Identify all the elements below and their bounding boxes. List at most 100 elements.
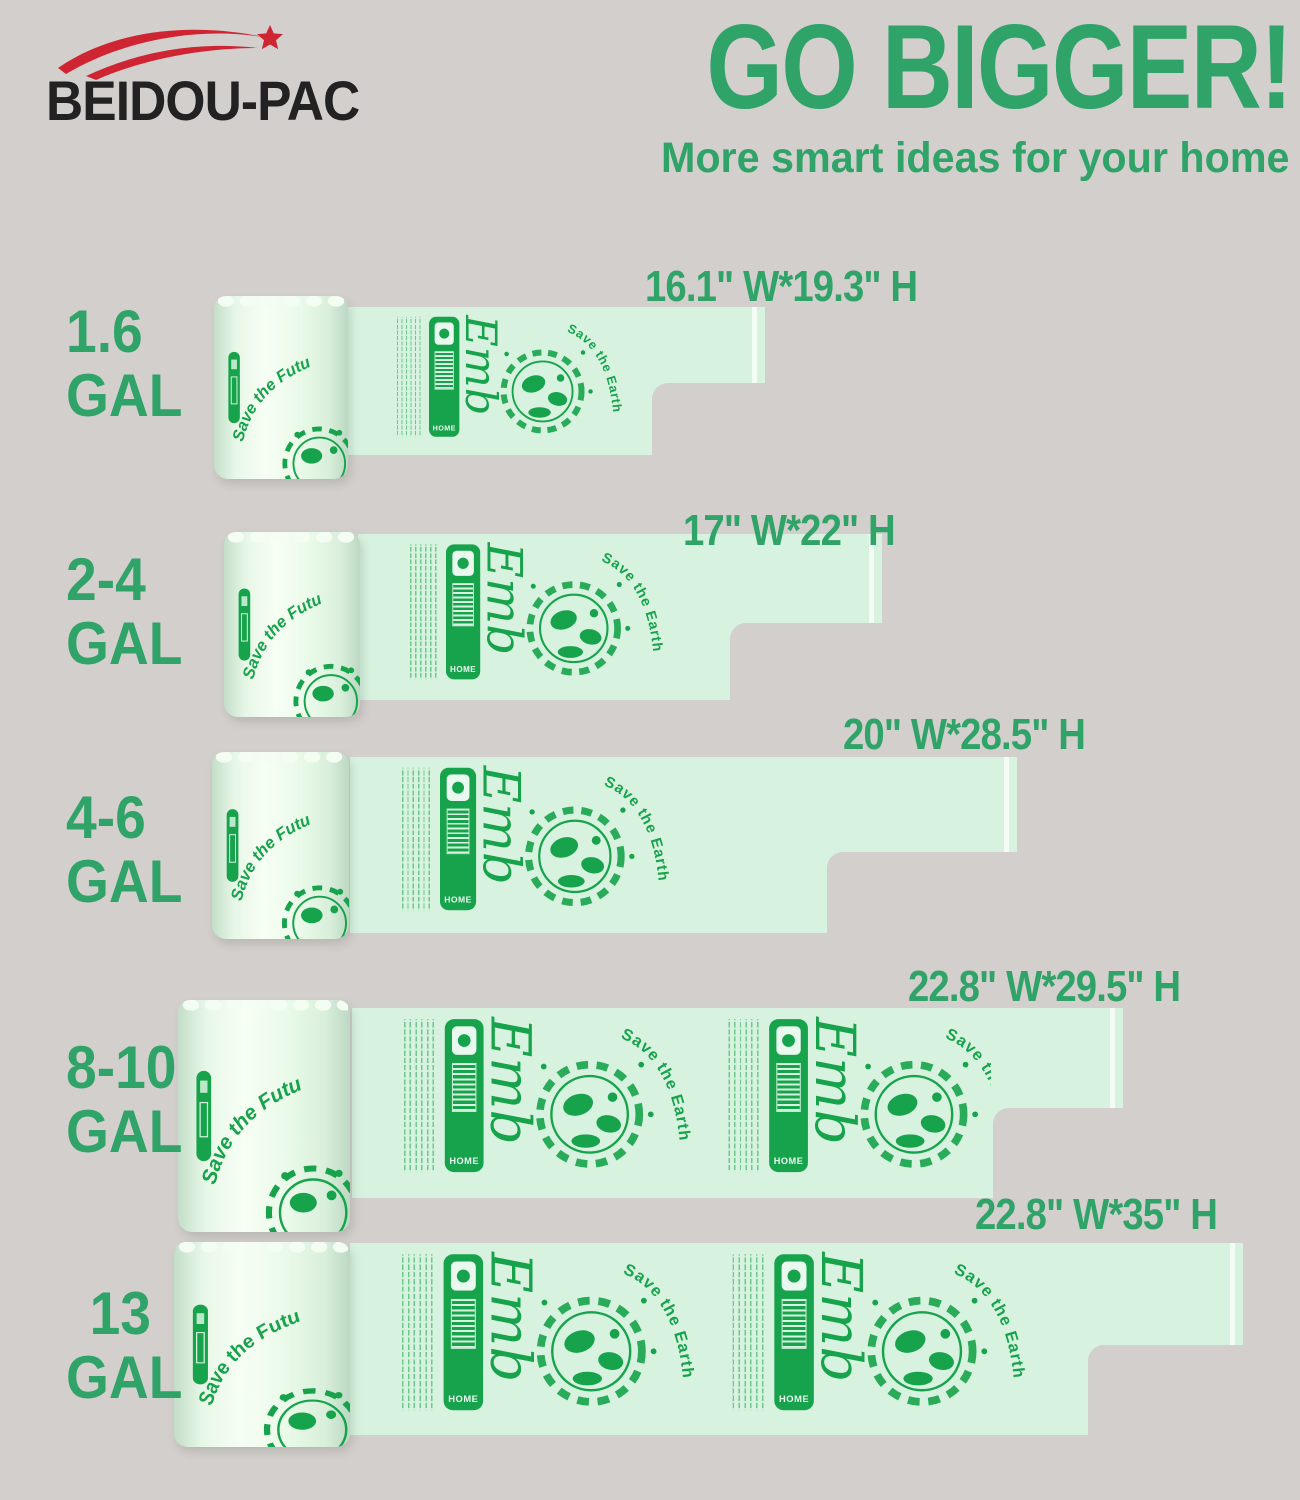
roll-print-graphic: Save the Future	[214, 296, 348, 479]
roll-print-graphic: Save the Future	[224, 532, 360, 717]
roll-print-graphic: Save the Future	[178, 1000, 350, 1232]
bag-step-corner	[730, 623, 746, 639]
roll-torn-edge	[215, 296, 347, 309]
svg-text:Save the Earth S: Save the Earth S	[518, 768, 672, 883]
svg-text:Save the Earth S: Save the Earth S	[853, 1019, 991, 1142]
roll-torn-edge	[213, 752, 348, 765]
earth-kids-graphic: Save the Earth S	[528, 1019, 693, 1168]
embrace-script-text: Emb	[471, 765, 532, 885]
size-label: 1.6 GAL	[66, 298, 183, 429]
bag-roll: Save the Future	[224, 532, 360, 717]
badge-home-label: HOME	[779, 1393, 810, 1404]
roll-torn-edge	[175, 1242, 349, 1255]
earth-kids-graphic: Save the Earth S	[520, 544, 664, 676]
compostable-badge: HOME	[429, 316, 460, 437]
bag-8-10-gal: HOME Emb Save the Earth S HOME Emb	[352, 1008, 1123, 1198]
fine-print-text-block	[402, 1254, 434, 1411]
bag-fold-line	[869, 534, 874, 623]
svg-text:Save the Earth S: Save the Earth S	[528, 1019, 693, 1142]
badge-home-label: HOME	[432, 424, 456, 432]
bag-roll: Save the Future	[212, 752, 349, 939]
roll-print-graphic: Save the Future	[174, 1242, 350, 1447]
badge-barcode	[434, 351, 454, 390]
headline-block: GO BIGGER! More smart ideas for your hom…	[648, 0, 1296, 183]
svg-text:Save the Future: Save the Future	[224, 532, 324, 681]
svg-text:Save the Earth S: Save the Earth S	[529, 1254, 698, 1379]
bag-body: HOME Emb Save the Earth S HOME Emb	[352, 1008, 993, 1198]
roll-torn-edge	[179, 1000, 349, 1013]
bag-print-unit: HOME Emb Save the Earth S	[410, 539, 680, 685]
bag-body: HOME Emb Save the Earth S	[345, 307, 652, 455]
bag-fold-line	[1110, 1008, 1115, 1108]
fine-print-text-block	[397, 316, 421, 437]
badge-home-label: HOME	[444, 895, 472, 905]
logo-swoosh-star-icon	[58, 25, 283, 80]
bag-2-4-gal: HOME Emb Save the Earth S	[358, 534, 882, 700]
svg-text:Save the Future: Save the Future	[214, 296, 313, 443]
badge-barcode	[781, 1298, 807, 1349]
fine-print-text-block	[402, 767, 431, 911]
size-label: 2-4 GAL	[66, 546, 183, 677]
bag-13-gal: HOME Emb Save the Earth S HOME Emb	[350, 1243, 1243, 1435]
bag-fold-line	[1004, 757, 1009, 852]
bag-1-6-gal: HOME Emb Save the Earth S	[345, 307, 765, 455]
earth-kids-graphic: Save the Earth S	[860, 1254, 1029, 1406]
bag-step-corner	[1088, 1345, 1104, 1361]
embrace-script-text: Emb	[808, 1252, 875, 1383]
compostable-badge: HOME	[446, 544, 481, 680]
embrace-script-text: Emb	[477, 1252, 544, 1383]
bag-print-unit: HOME Emb Save the Earth S	[402, 762, 687, 916]
bag-step-corner	[993, 1108, 1009, 1124]
fine-print-text-block	[404, 1019, 435, 1173]
bag-body: HOME Emb Save the Earth S HOME Emb	[350, 1243, 1088, 1435]
compostable-logo-icon	[450, 1261, 476, 1291]
compostable-logo-icon	[451, 1026, 477, 1055]
bag-extension	[993, 1008, 1123, 1108]
dimension-label: 22.8" W*35" H	[975, 1190, 1218, 1239]
dimension-label: 17" W*22" H	[683, 506, 896, 555]
dimension-label: 16.1" W*19.3" H	[645, 262, 918, 311]
bag-print-unit: HOME Emb Save the Earth S	[402, 1248, 714, 1416]
size-label: 13 GAL	[66, 1280, 183, 1411]
compostable-badge: HOME	[443, 1254, 484, 1411]
fine-print-text-block	[732, 1254, 764, 1411]
bag-step-corner	[652, 383, 668, 399]
compostable-badge: HOME	[774, 1254, 814, 1411]
size-label: 4-6 GAL	[66, 784, 183, 915]
compostable-badge: HOME	[769, 1019, 808, 1173]
badge-home-label: HOME	[449, 1155, 479, 1166]
earth-kids-graphic: Save the Earth S	[529, 1254, 698, 1406]
embrace-script-text: Emb	[478, 1017, 543, 1145]
roll-print-graphic: Save the Future	[212, 752, 349, 939]
bag-step-corner	[827, 852, 843, 868]
subheadline: More smart ideas for your home	[660, 134, 1290, 182]
compostable-logo-icon	[446, 774, 470, 801]
badge-home-label: HOME	[773, 1155, 804, 1166]
bag-4-6-gal: HOME Emb Save the Earth S	[350, 757, 1017, 933]
svg-text:Save the Future: Save the Future	[212, 752, 313, 903]
dimension-label: 22.8" W*29.5" H	[908, 962, 1181, 1011]
fine-print-text-block	[728, 1019, 759, 1173]
size-label: 8-10 GAL	[66, 1034, 183, 1165]
earth-kids-graphic: Save the Earth S	[518, 768, 672, 907]
badge-barcode	[776, 1062, 801, 1112]
bag-extension	[730, 534, 882, 623]
bag-print-unit: HOME Emb Save the Earth S	[397, 312, 637, 442]
badge-barcode	[450, 1298, 476, 1349]
badge-barcode	[452, 583, 474, 627]
bag-extension	[827, 757, 1017, 852]
svg-text:Save the Earth S: Save the Earth S	[860, 1254, 1029, 1379]
bag-print-unit: HOME Emb Save the Earth S	[728, 1013, 991, 1178]
bag-roll: Save the Future	[214, 296, 348, 479]
svg-text:Save the Future: Save the Future	[174, 1242, 304, 1407]
earth-kids-graphic: Save the Earth S	[495, 317, 624, 434]
bag-roll: Save the Future	[178, 1000, 350, 1232]
embrace-script-text: Emb	[455, 315, 506, 416]
bag-extension	[652, 307, 765, 383]
headline: GO BIGGER!	[706, 0, 1293, 134]
